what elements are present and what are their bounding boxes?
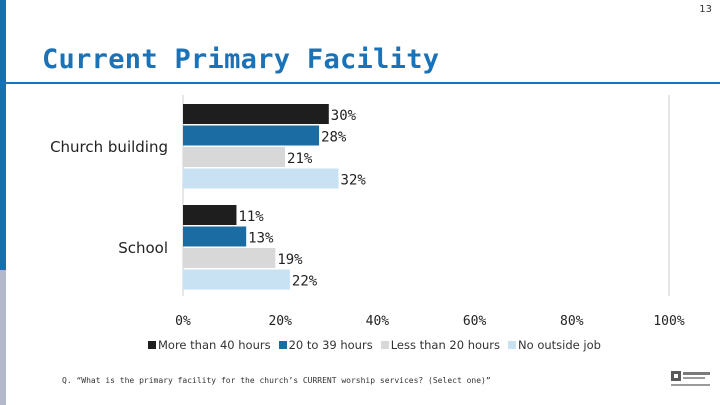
bar <box>183 168 339 189</box>
x-tick-label: 0% <box>175 314 191 329</box>
title-divider <box>0 82 720 84</box>
edge-accent-bottom <box>0 270 6 405</box>
bar-value-label: 22% <box>292 274 318 290</box>
legend-item: No outside job <box>508 338 601 352</box>
bar-value-label: 11% <box>238 209 264 225</box>
legend-label: Less than 20 hours <box>390 338 501 352</box>
legend-swatch <box>508 341 517 349</box>
legend-label: More than 40 hours <box>158 338 271 352</box>
bar <box>183 269 290 290</box>
bar <box>183 125 320 146</box>
legend-swatch <box>148 341 156 349</box>
page-title: Current Primary Facility <box>42 44 440 75</box>
bar <box>183 104 329 124</box>
bar-value-label: 19% <box>277 252 303 268</box>
legend-label: No outside job <box>518 338 601 352</box>
survey-question-footnote: Q. “What is the primary facility for the… <box>62 376 491 385</box>
bar <box>183 147 286 167</box>
legend-item: 20 to 39 hours <box>278 338 373 352</box>
category-label: School <box>118 239 168 257</box>
page-number: 13 <box>699 4 712 15</box>
legend-item: Less than 20 hours <box>380 338 501 352</box>
x-tick-label: 40% <box>366 314 390 329</box>
bar-value-label: 21% <box>287 151 313 167</box>
bar-value-label: 28% <box>321 130 347 146</box>
edge-accent-top <box>0 0 6 270</box>
lifeway-logo-icon <box>671 371 710 386</box>
legend-label: 20 to 39 hours <box>288 338 373 352</box>
bar <box>183 248 276 268</box>
chart-legend: More than 40 hours 20 to 39 hours Less tha… <box>148 338 601 352</box>
bar <box>183 226 247 247</box>
bar-value-label: 32% <box>341 173 367 189</box>
x-tick-label: 100% <box>653 314 684 329</box>
bar <box>183 205 237 225</box>
bar-value-label: 13% <box>248 231 274 247</box>
legend-swatch <box>380 341 389 349</box>
bar-value-label: 30% <box>331 108 357 124</box>
category-label: Church building <box>50 138 168 156</box>
x-tick-label: 60% <box>463 314 487 329</box>
legend-item: More than 40 hours <box>148 338 271 352</box>
x-tick-label: 80% <box>560 314 584 329</box>
x-tick-label: 20% <box>268 314 292 329</box>
legend-swatch <box>278 341 287 349</box>
